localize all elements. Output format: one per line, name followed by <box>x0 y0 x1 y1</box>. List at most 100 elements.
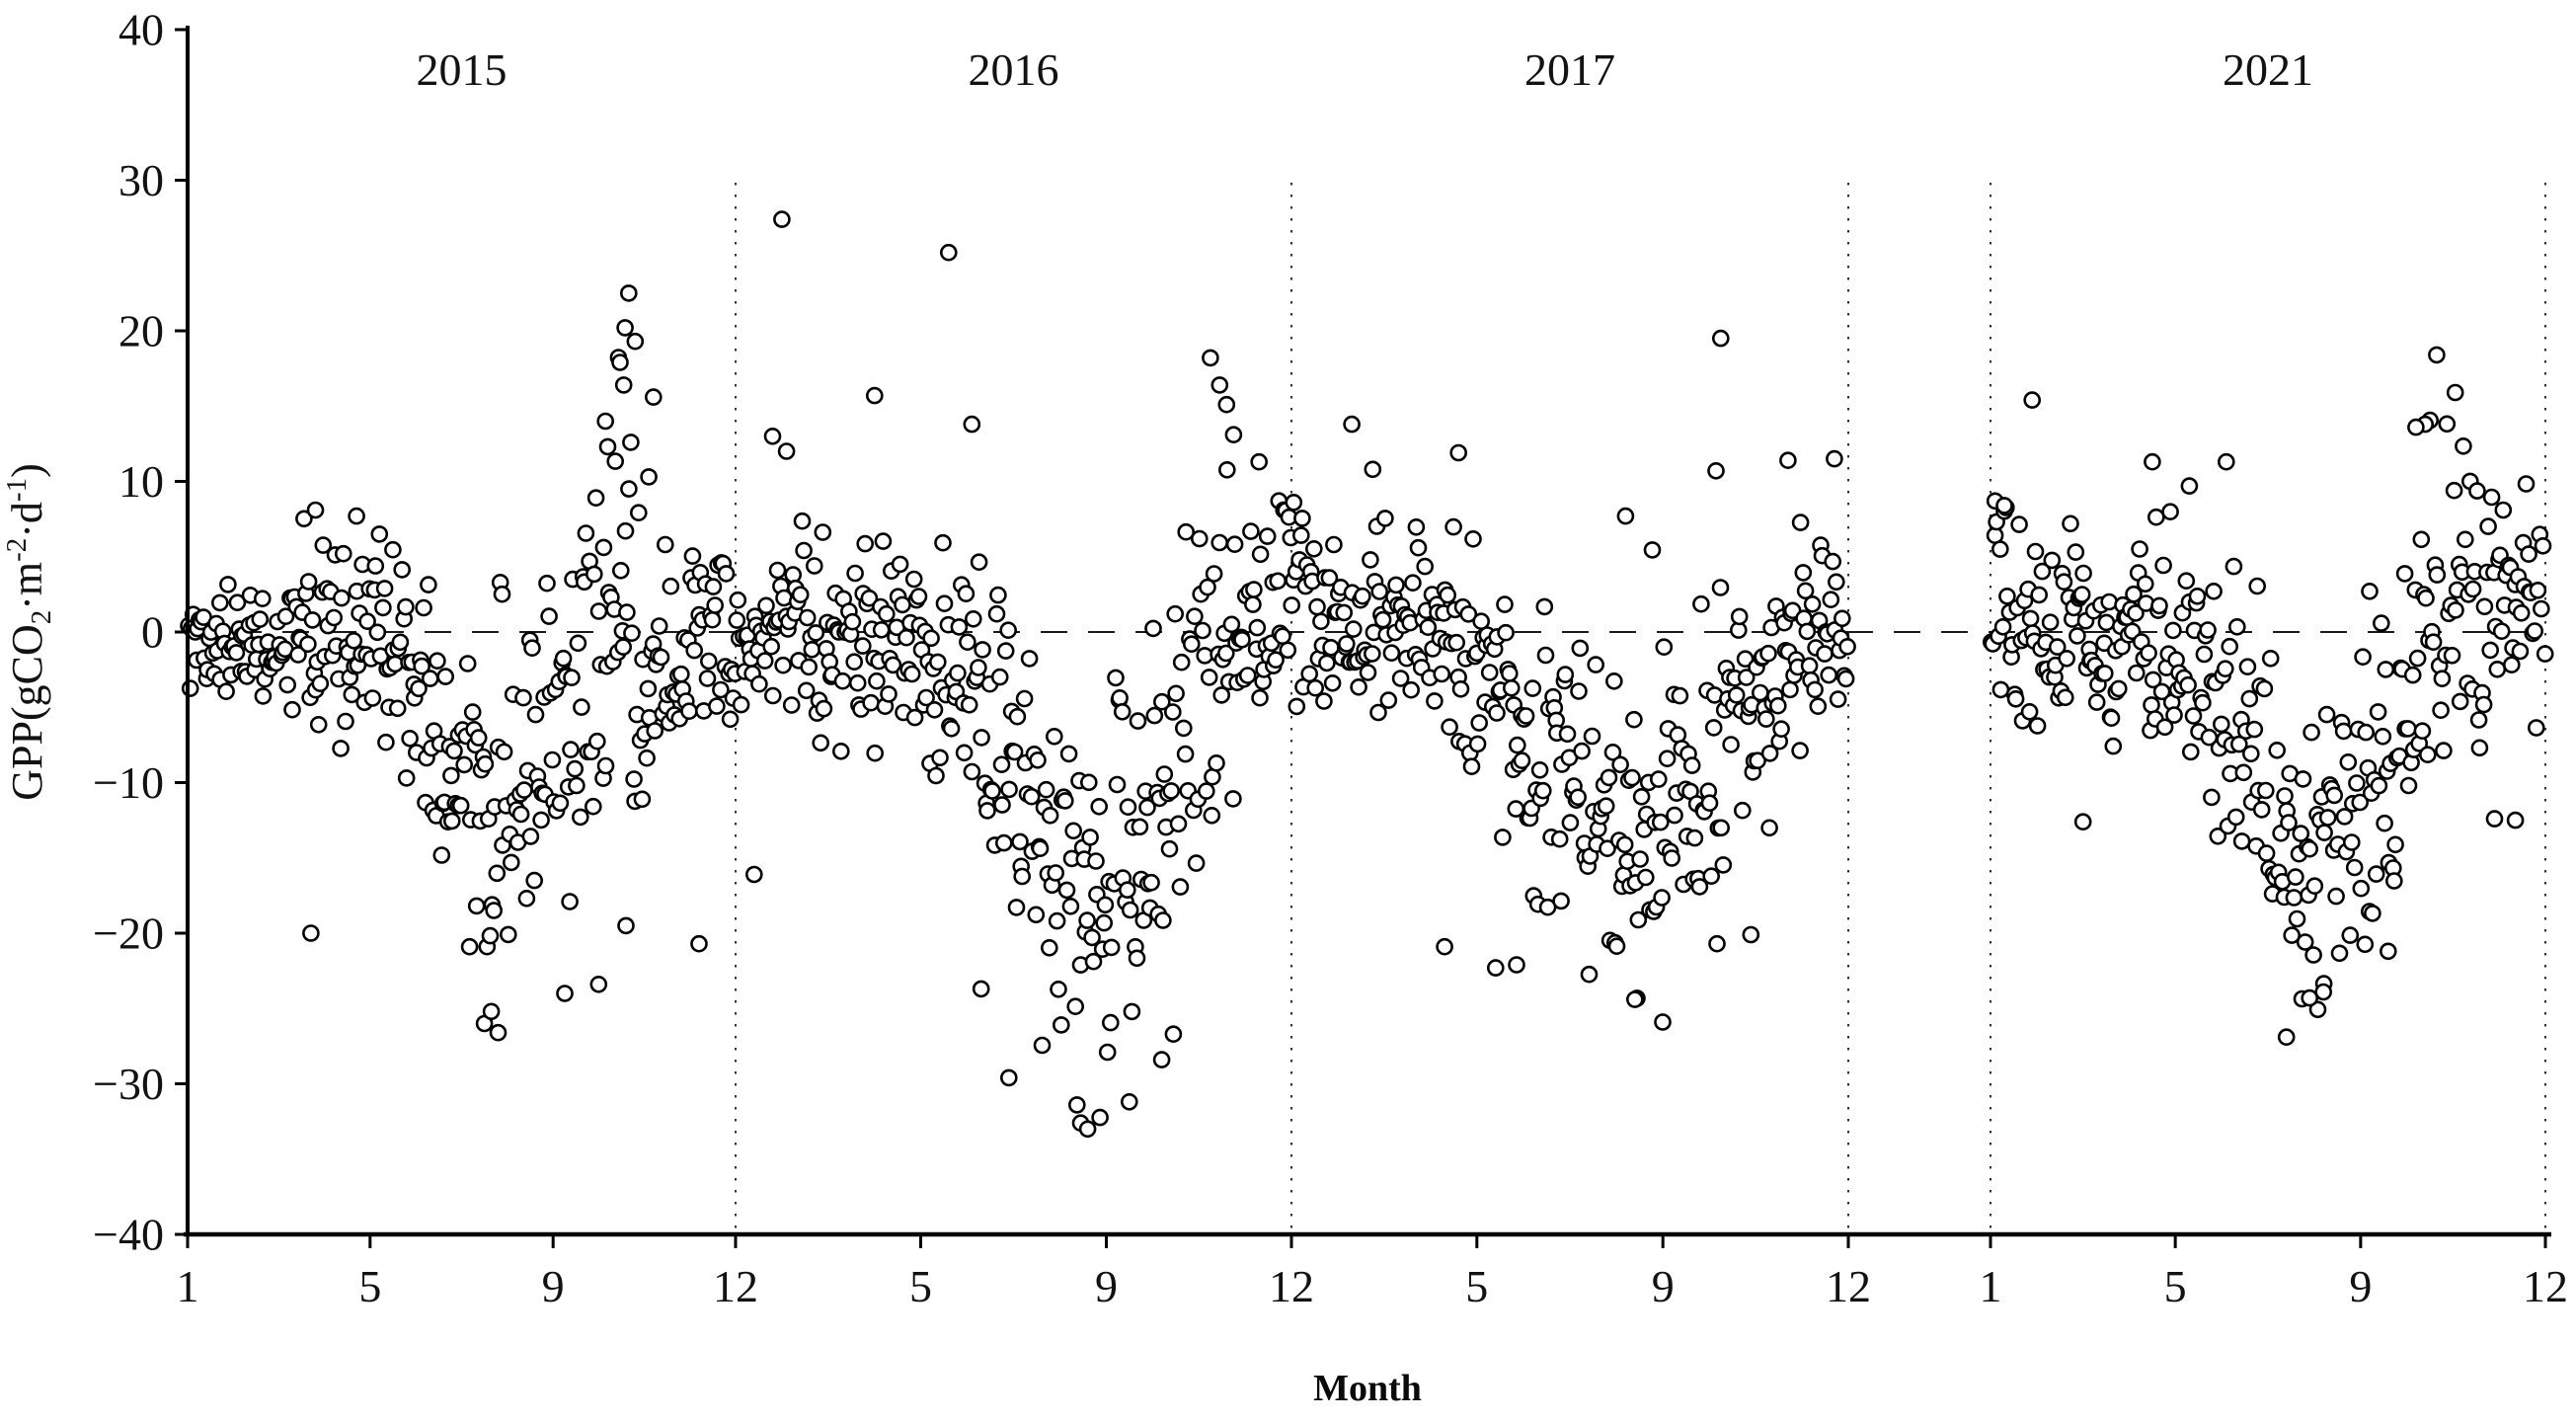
data-point <box>856 534 875 553</box>
data-point <box>2230 735 2248 753</box>
data-point <box>571 808 589 827</box>
data-point <box>2288 909 2306 928</box>
data-point <box>1615 835 1634 854</box>
data-point <box>964 609 982 628</box>
data-point <box>1597 797 1615 816</box>
data-point <box>959 633 976 652</box>
data-point <box>2443 646 2461 665</box>
data-point <box>803 640 821 659</box>
data-point <box>1558 725 1577 744</box>
data-point <box>1305 539 1323 558</box>
data-point <box>1015 689 1034 708</box>
data-point <box>1345 620 1363 638</box>
data-point <box>950 618 969 636</box>
data-point <box>763 686 782 705</box>
data-point <box>1658 750 1677 768</box>
data-point <box>1757 710 1775 728</box>
data-point <box>614 376 633 394</box>
data-point <box>1535 597 1554 616</box>
data-point <box>909 588 928 605</box>
data-point <box>1041 938 1058 957</box>
data-point <box>460 937 479 956</box>
data-point <box>2252 801 2271 819</box>
data-point <box>2475 597 2494 616</box>
data-point <box>2506 811 2525 830</box>
data-point <box>1102 938 1121 957</box>
data-point <box>2357 723 2375 742</box>
data-point <box>2144 671 2162 689</box>
data-point <box>1320 569 1339 587</box>
data-point <box>1796 582 1815 600</box>
data-point <box>1013 867 1031 886</box>
y-axis-title-sup: -2 <box>1 538 33 562</box>
data-point <box>1409 538 1428 557</box>
data-point <box>1509 736 1526 754</box>
data-point <box>848 673 867 692</box>
data-point <box>589 602 608 620</box>
year-labels: 2015 2016 2017 2021 <box>417 44 2314 95</box>
data-point <box>2217 660 2234 678</box>
data-point <box>1682 756 1701 774</box>
data-point <box>1737 669 1756 686</box>
data-point <box>276 607 295 626</box>
x-tick-label: 9 <box>1095 1261 1118 1311</box>
data-point <box>622 434 640 451</box>
data-point <box>1162 782 1180 800</box>
data-point <box>420 576 437 593</box>
data-point <box>1172 653 1191 672</box>
y-axis-title-text: ) <box>3 463 51 478</box>
data-point <box>972 980 990 998</box>
data-point <box>1643 541 1662 559</box>
data-point <box>1218 460 1236 479</box>
data-point <box>1571 639 1590 658</box>
data-point <box>397 597 415 616</box>
data-point <box>1245 581 1263 598</box>
data-point <box>2280 814 2298 831</box>
data-point <box>2285 889 2303 907</box>
data-point <box>843 612 862 631</box>
x-tick-label: 5 <box>1465 1261 1488 1311</box>
data-point <box>1599 839 1616 858</box>
x-tick-label: 12 <box>713 1261 758 1311</box>
data-point <box>1187 854 1206 872</box>
data-point <box>1338 635 1356 653</box>
data-point <box>1488 704 1506 722</box>
data-point <box>1279 641 1297 660</box>
data-point <box>994 833 1013 852</box>
data-point <box>2419 746 2437 764</box>
data-point <box>451 796 470 815</box>
data-point <box>561 893 579 910</box>
data-point <box>680 702 698 721</box>
data-point <box>1487 959 1505 977</box>
data-point <box>2147 508 2165 526</box>
data-point <box>1208 753 1225 772</box>
data-point <box>584 797 602 816</box>
data-point <box>1459 605 1478 623</box>
data-point <box>1056 792 1074 810</box>
data-point <box>1108 775 1127 794</box>
x-axis: 1 5 9 12 5 9 12 5 9 12 1 5 9 12 <box>177 1231 2569 1311</box>
data-point <box>2485 810 2504 828</box>
data-point <box>2137 575 2154 593</box>
x-tick-labels: 1 5 9 12 5 9 12 5 9 12 1 5 9 12 <box>177 1261 2569 1311</box>
data-point <box>2399 720 2417 738</box>
data-point <box>884 656 902 674</box>
data-point <box>2330 944 2349 963</box>
data-point <box>1742 925 1760 944</box>
data-point <box>1508 956 1525 974</box>
data-point <box>1210 376 1229 394</box>
data-point <box>1513 751 1531 770</box>
data-point <box>1212 686 1230 704</box>
data-point <box>2325 786 2343 805</box>
x-tick-label: 5 <box>2164 1261 2187 1311</box>
data-point <box>721 710 740 729</box>
data-point <box>963 762 981 781</box>
data-point <box>388 699 407 718</box>
data-point <box>306 501 325 519</box>
data-point <box>2511 642 2530 661</box>
data-point <box>1308 597 1326 616</box>
data-point <box>1251 688 1269 707</box>
data-point <box>2377 661 2395 678</box>
data-point <box>332 740 350 757</box>
y-tick-label: −10 <box>93 757 164 808</box>
